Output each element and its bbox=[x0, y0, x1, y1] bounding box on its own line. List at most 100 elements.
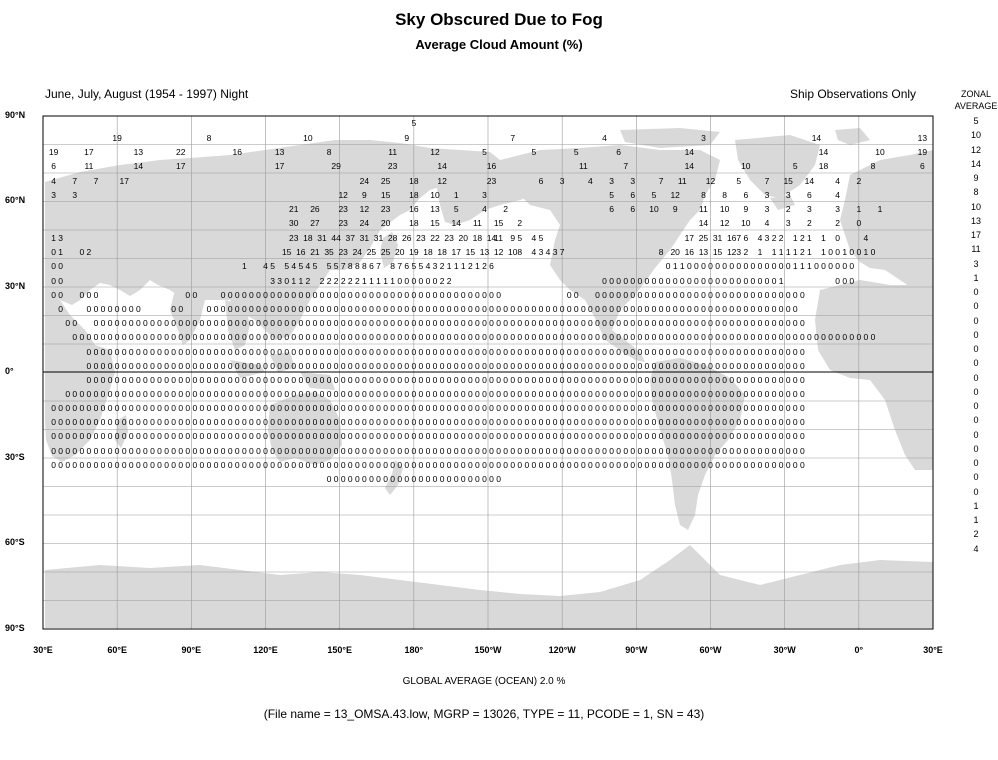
cell-value: 0 bbox=[341, 375, 346, 385]
cell-value: 0 bbox=[510, 318, 515, 328]
cell-value: 0 bbox=[390, 290, 395, 300]
cell-value: 0 bbox=[574, 361, 579, 371]
cell-value: 0 bbox=[58, 460, 63, 470]
cell-value: 0 bbox=[256, 375, 261, 385]
cell-value: 0 bbox=[426, 375, 431, 385]
cell-value: 0 bbox=[736, 361, 741, 371]
cell-value: 0 bbox=[129, 417, 134, 427]
cell-value: 23 bbox=[338, 204, 348, 214]
cell-value: 0 bbox=[623, 417, 628, 427]
cell-value: 0 bbox=[609, 276, 614, 286]
cell-value: 0 bbox=[729, 261, 734, 271]
cell-value: 14 bbox=[819, 147, 829, 157]
cell-value: 0 bbox=[404, 290, 409, 300]
cell-value: 0 bbox=[588, 347, 593, 357]
cell-value: 21 bbox=[289, 204, 299, 214]
cell-value: 0 bbox=[786, 318, 791, 328]
cell-value: 0 bbox=[313, 446, 318, 456]
cell-value: 0 bbox=[270, 403, 275, 413]
cell-value: 0 bbox=[645, 318, 650, 328]
cell-value: 0 bbox=[539, 318, 544, 328]
cell-value: 0 bbox=[454, 417, 459, 427]
cell-value: 0 bbox=[503, 332, 508, 342]
cell-value: 0 bbox=[517, 460, 522, 470]
cell-value: 0 bbox=[758, 318, 763, 328]
cell-value: 2 bbox=[355, 276, 360, 286]
zonal-average-value: 0 bbox=[973, 301, 979, 312]
cell-value: 8 bbox=[327, 147, 332, 157]
cell-value: 0 bbox=[171, 361, 176, 371]
cell-value: 0 bbox=[334, 304, 339, 314]
cell-value: 0 bbox=[397, 361, 402, 371]
cell-value: 0 bbox=[447, 389, 452, 399]
cell-value: 0 bbox=[461, 389, 466, 399]
cell-value: 5 bbox=[574, 147, 579, 157]
cell-value: 0 bbox=[588, 389, 593, 399]
cell-value: 0 bbox=[454, 403, 459, 413]
cell-value: 0 bbox=[553, 446, 558, 456]
cell-value: 0 bbox=[277, 304, 282, 314]
cell-value: 18 bbox=[409, 176, 419, 186]
cell-value: 0 bbox=[362, 332, 367, 342]
cell-value: 1 bbox=[779, 247, 784, 257]
cell-value: 0 bbox=[249, 332, 254, 342]
cell-value: 15 bbox=[783, 176, 793, 186]
cell-value: 0 bbox=[320, 403, 325, 413]
zonal-average-value: 12 bbox=[970, 144, 981, 155]
cell-value: 0 bbox=[772, 276, 777, 286]
cell-value: 1 bbox=[390, 276, 395, 286]
zonal-average-value: 3 bbox=[973, 258, 979, 269]
cell-value: 0 bbox=[630, 389, 635, 399]
cell-value: 0 bbox=[200, 375, 205, 385]
cell-value: 0 bbox=[461, 460, 466, 470]
cell-value: 0 bbox=[242, 332, 247, 342]
cell-value: 0 bbox=[242, 375, 247, 385]
cell-value: 1 bbox=[793, 247, 798, 257]
cell-value: 0 bbox=[341, 332, 346, 342]
cell-value: 4 bbox=[864, 233, 869, 243]
cell-value: 1 bbox=[807, 233, 812, 243]
cell-value: 0 bbox=[510, 304, 515, 314]
cell-value: 0 bbox=[298, 389, 303, 399]
cell-value: 17 bbox=[451, 247, 461, 257]
cell-value: 0 bbox=[362, 389, 367, 399]
cell-value: 0 bbox=[673, 417, 678, 427]
cell-value: 1 bbox=[793, 261, 798, 271]
cell-value: 0 bbox=[369, 389, 374, 399]
cell-value: 0 bbox=[588, 375, 593, 385]
cell-value: 0 bbox=[524, 375, 529, 385]
cell-value: 0 bbox=[419, 332, 424, 342]
cell-value: 0 bbox=[637, 347, 642, 357]
cell-value: 0 bbox=[751, 261, 756, 271]
cell-value: 0 bbox=[616, 431, 621, 441]
cell-value: 0 bbox=[249, 347, 254, 357]
cell-value: 14 bbox=[437, 161, 447, 171]
cell-value: 0 bbox=[320, 304, 325, 314]
cell-value: 6 bbox=[609, 204, 614, 214]
cell-value: 0 bbox=[235, 304, 240, 314]
cell-value: 4 bbox=[51, 176, 56, 186]
cell-value: 0 bbox=[701, 389, 706, 399]
cell-value: 0 bbox=[687, 261, 692, 271]
cell-value: 0 bbox=[694, 347, 699, 357]
cell-value: 10 bbox=[649, 204, 659, 214]
cell-value: 0 bbox=[419, 446, 424, 456]
cell-value: 0 bbox=[256, 290, 261, 300]
cell-value: 0 bbox=[800, 332, 805, 342]
cell-value: 0 bbox=[228, 446, 233, 456]
cell-value: 0 bbox=[355, 361, 360, 371]
cell-value: 0 bbox=[800, 290, 805, 300]
cell-value: 0 bbox=[694, 276, 699, 286]
cell-value: 0 bbox=[171, 446, 176, 456]
cell-value: 0 bbox=[532, 304, 537, 314]
cell-value: 0 bbox=[637, 375, 642, 385]
cell-value: 6 bbox=[743, 233, 748, 243]
cell-value: 0 bbox=[192, 361, 197, 371]
lon-label: 150°E bbox=[327, 645, 352, 655]
cell-value: 0 bbox=[369, 290, 374, 300]
cell-value: 0 bbox=[673, 290, 678, 300]
cell-value: 0 bbox=[348, 290, 353, 300]
cell-value: 0 bbox=[327, 375, 332, 385]
cell-value: 0 bbox=[228, 460, 233, 470]
